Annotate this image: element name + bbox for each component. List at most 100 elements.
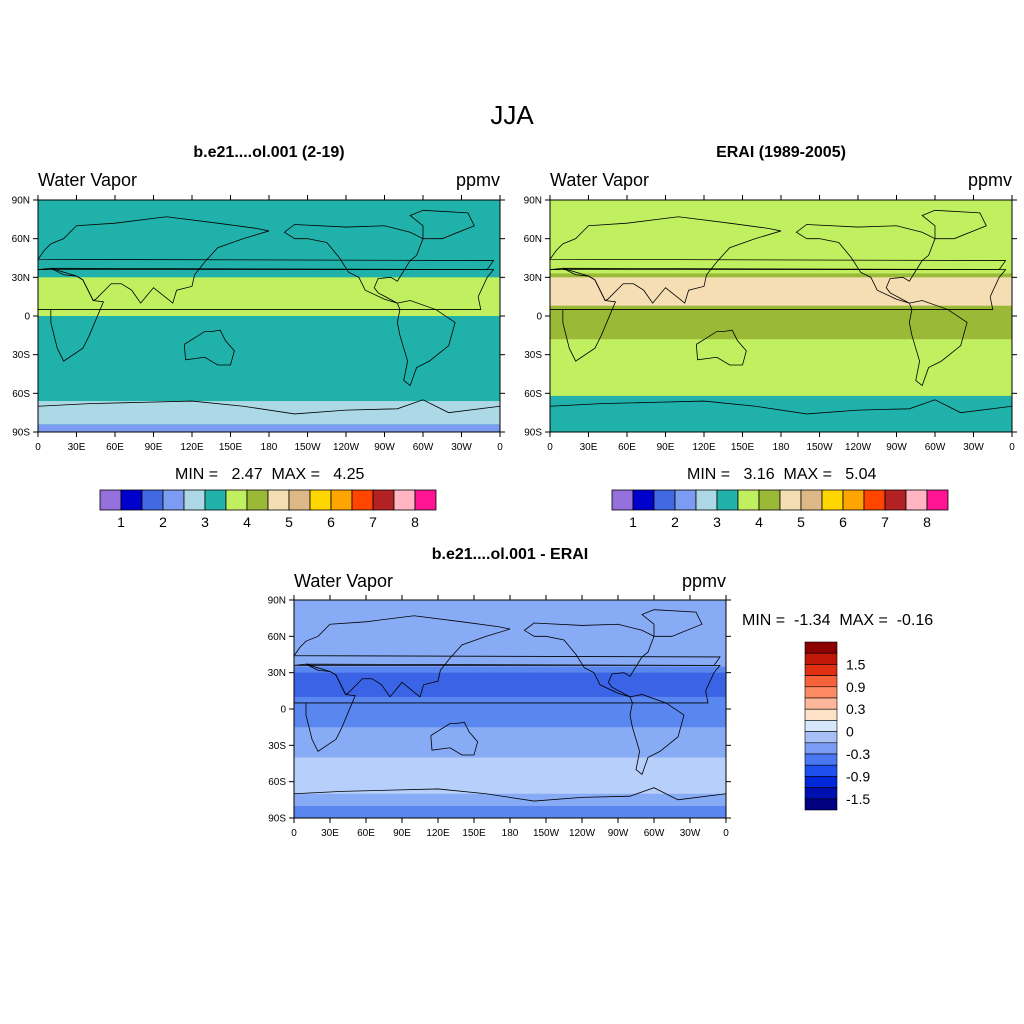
coastline-5 [921, 209, 987, 240]
coastline-4 [396, 300, 456, 387]
diff-colorbar-swatch [804, 641, 838, 654]
lon-tick-label: 150E [462, 828, 486, 839]
lat-tick-label: 0 [280, 705, 286, 716]
lon-tick-label: 0 [723, 828, 729, 839]
lon-tick-label: 120W [333, 442, 360, 453]
diff-colorbar-swatch [804, 675, 838, 688]
colorbar-swatch [330, 489, 353, 511]
lat-tick-label: 60N [12, 234, 30, 245]
lon-tick-label: 30W [451, 442, 472, 453]
colorbar-swatch [162, 489, 185, 511]
map-field [294, 600, 726, 818]
diff-colorbar-swatch [804, 742, 838, 755]
colorbar-swatch [674, 489, 697, 511]
contour-band-2 [294, 757, 726, 794]
coastline-3 [283, 224, 424, 304]
coastline-3 [795, 224, 936, 304]
panel-2-map: 90N 60N 30N 0 30S 60S 90S 0 30E 60E 90E 120E 150E 180… [524, 195, 1017, 453]
diff-colorbar-label: 0.9 [846, 679, 866, 695]
colorbar-swatch [183, 489, 206, 511]
colorbar-swatch [351, 489, 374, 511]
lon-tick-label: 120W [845, 442, 872, 453]
contour-band-0 [294, 805, 726, 818]
diff-colorbar-label: -0.9 [846, 768, 870, 784]
colorbar-label: 1 [629, 514, 637, 530]
colorbar-swatch [800, 489, 823, 511]
colorbar-swatch [611, 489, 634, 511]
colorbar-label: 8 [923, 514, 931, 530]
colorbar-label: 5 [285, 514, 293, 530]
lat-tick-label: 30N [524, 273, 542, 284]
lon-tick-label: 180 [261, 442, 278, 453]
colorbar-swatch [288, 489, 311, 511]
panel-2-title: ERAI (1989-2005) [716, 144, 846, 161]
lon-tick-label: 60W [644, 828, 665, 839]
lon-tick-label: 30E [68, 442, 86, 453]
lon-tick-label: 90W [886, 442, 907, 453]
lon-tick-label: 150W [806, 442, 833, 453]
panel-2-right-label: ppmv [967, 170, 1012, 190]
panel-1-map: 90N 60N 30N 0 30S 60S 90S 0 30E 60E 90E 120E 150E 180… [12, 195, 505, 453]
coastline-2 [695, 329, 747, 366]
colorbar-label: 7 [881, 514, 889, 530]
panel-2-colorbar: 1 2 3 4 5 6 7 8 [611, 489, 949, 530]
coastline-2 [183, 329, 235, 366]
colorbar-swatch [758, 489, 781, 511]
coastline-1 [550, 267, 1007, 362]
lon-tick-label: 120E [426, 828, 450, 839]
panel-3-min-max: MIN = -1.34 MAX = -0.16 [742, 612, 934, 629]
colorbar-swatch [225, 489, 248, 511]
colorbar-swatch [632, 489, 655, 511]
lat-tick-label: 60S [524, 389, 542, 400]
lon-tick-label: 30E [321, 828, 339, 839]
colorbar-label: 2 [159, 514, 167, 530]
panel-3-left-label: Water Vapor [294, 571, 394, 591]
panel-1-left-label: Water Vapor [38, 170, 138, 190]
diff-colorbar-swatch [804, 731, 838, 744]
map-field [38, 200, 500, 432]
colorbar-label: 3 [201, 514, 209, 530]
lon-tick-label: 120E [180, 442, 204, 453]
lon-tick-label: 0 [1009, 442, 1015, 453]
lat-tick-label: 30N [268, 668, 286, 679]
colorbar-swatch [141, 489, 164, 511]
colorbar-swatch [246, 489, 269, 511]
lat-tick-label: 90N [524, 196, 542, 207]
coastline-4 [908, 300, 968, 387]
colorbar-label: 8 [411, 514, 419, 530]
lon-tick-label: 150W [533, 828, 560, 839]
colorbar-swatch [863, 489, 886, 511]
lat-tick-label: 60N [524, 234, 542, 245]
lat-tick-label: 90S [268, 814, 286, 825]
diff-colorbar-label: -0.3 [846, 746, 870, 762]
lat-tick-label: 90N [12, 196, 30, 207]
colorbar-swatch [926, 489, 949, 511]
contour-band-1 [38, 401, 500, 425]
colorbar-swatch [267, 489, 290, 511]
contour-band-2 [550, 277, 1012, 306]
colorbar-swatch [99, 489, 122, 511]
colorbar-swatch [393, 489, 416, 511]
colorbar-swatch [204, 489, 227, 511]
lon-tick-label: 30E [580, 442, 598, 453]
colorbar-label: 5 [797, 514, 805, 530]
lon-tick-label: 180 [773, 442, 790, 453]
lon-tick-label: 150E [219, 442, 243, 453]
diff-colorbar-swatch [804, 652, 838, 665]
panel-1-title: b.e21....ol.001 (2-19) [193, 144, 345, 161]
lon-tick-label: 60E [357, 828, 375, 839]
colorbar-label: 7 [369, 514, 377, 530]
lon-tick-label: 90E [393, 828, 411, 839]
diff-colorbar-label: 0 [846, 724, 854, 740]
colorbar-label: 2 [671, 514, 679, 530]
panel-3-right-label: ppmv [681, 571, 726, 591]
colorbar-swatch [737, 489, 760, 511]
contour-band-2 [38, 277, 500, 316]
diff-colorbar-swatch [804, 720, 838, 732]
lon-tick-label: 150W [294, 442, 321, 453]
lat-tick-label: 0 [536, 312, 542, 323]
coastline-1 [294, 663, 721, 752]
lon-tick-label: 60E [618, 442, 636, 453]
lon-tick-label: 180 [502, 828, 519, 839]
colorbar-label: 1 [117, 514, 125, 530]
